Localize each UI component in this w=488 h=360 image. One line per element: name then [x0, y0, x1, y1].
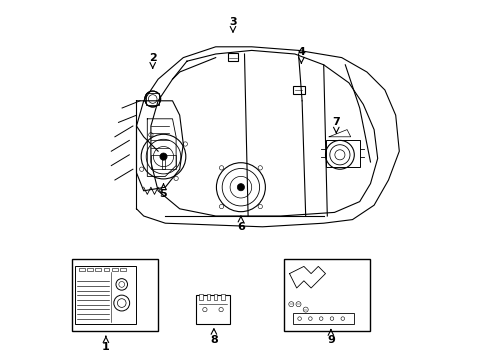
Bar [95, 268, 101, 271]
Bar [196, 295, 230, 324]
Bar [75, 266, 136, 324]
Text: 6: 6 [237, 222, 244, 232]
Bar [72, 259, 158, 331]
Bar [146, 93, 159, 105]
Circle shape [237, 184, 244, 191]
Bar [221, 294, 224, 300]
Bar [292, 313, 354, 324]
Bar [162, 155, 176, 169]
Circle shape [160, 153, 167, 160]
Text: 4: 4 [297, 47, 305, 57]
Bar [213, 294, 217, 300]
Text: 1: 1 [102, 342, 109, 352]
Text: 7: 7 [332, 117, 340, 127]
Text: 8: 8 [209, 335, 217, 345]
Bar [199, 294, 203, 300]
Bar [292, 86, 304, 94]
Text: 9: 9 [326, 335, 334, 345]
Text: 2: 2 [148, 53, 156, 63]
Bar [79, 268, 84, 271]
Bar [120, 268, 126, 271]
Bar [227, 53, 238, 61]
Bar [284, 259, 370, 331]
Bar [112, 268, 118, 271]
Bar [103, 268, 109, 271]
Bar [151, 155, 165, 169]
Bar [325, 140, 359, 167]
Text: 5: 5 [160, 189, 167, 199]
Bar [206, 294, 210, 300]
Text: 3: 3 [229, 17, 236, 27]
Bar [87, 268, 93, 271]
